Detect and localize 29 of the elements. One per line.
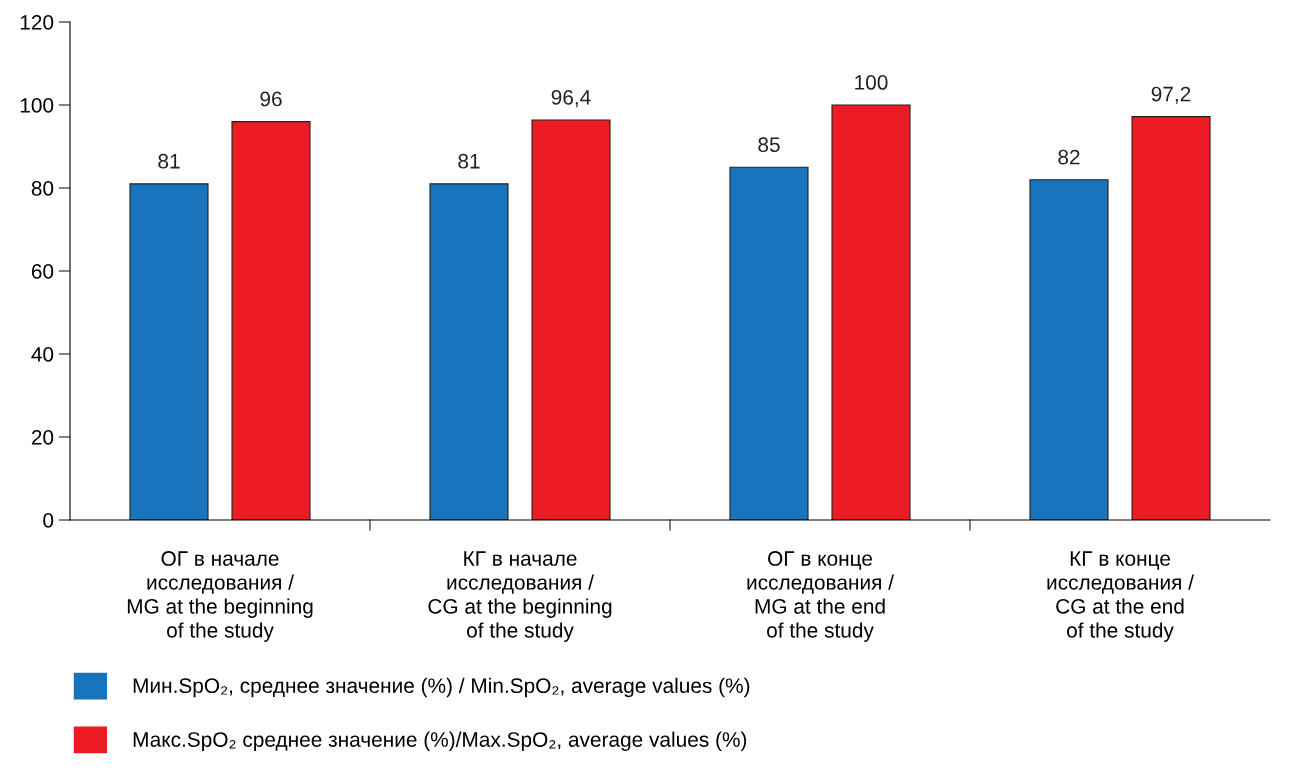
y-tick-label: 0 bbox=[43, 513, 54, 528]
data-label: 82 bbox=[1058, 149, 1080, 165]
x-tick-label: ОГ в конце исследования / MG at the end of the study bbox=[747, 551, 894, 642]
bar bbox=[531, 119, 611, 520]
y-tick-label: 20 bbox=[31, 430, 54, 445]
data-label: 96 bbox=[260, 91, 282, 107]
legend-label: Макс.SpO₂ среднее значение (%)/Max.SpO₂, average values (%) bbox=[133, 731, 747, 752]
x-tick-label: КГ в начале исследования / CG at the beginning of the study bbox=[428, 551, 612, 642]
data-label: 97,2 bbox=[1151, 86, 1191, 104]
data-label: 81 bbox=[458, 153, 480, 169]
x-tick-label: ОГ в начале исследования / MG at the beginning of the study bbox=[127, 551, 313, 642]
bar bbox=[129, 183, 209, 520]
y-tick-label: 120 bbox=[20, 15, 54, 30]
data-label: 96,4 bbox=[551, 89, 591, 108]
y-tick-label: 100 bbox=[20, 98, 54, 113]
y-tick-label: 60 bbox=[31, 264, 54, 279]
y-tick-label: 80 bbox=[31, 181, 54, 196]
bar bbox=[231, 121, 311, 520]
bar bbox=[729, 166, 809, 520]
bar bbox=[831, 104, 911, 520]
data-label: 100 bbox=[855, 75, 888, 90]
legend-label: Мин.SpO₂, среднее значение (%) / Min.SpO₂, average values (%) bbox=[133, 677, 750, 698]
bar bbox=[1131, 116, 1211, 520]
data-label: 85 bbox=[758, 137, 780, 153]
y-tick-label: 40 bbox=[31, 347, 54, 362]
bar bbox=[429, 183, 509, 520]
x-tick-label: КГ в конце исследования / CG at the end of the study bbox=[1047, 551, 1194, 642]
bar bbox=[1029, 179, 1109, 520]
data-label: 81 bbox=[158, 153, 180, 169]
